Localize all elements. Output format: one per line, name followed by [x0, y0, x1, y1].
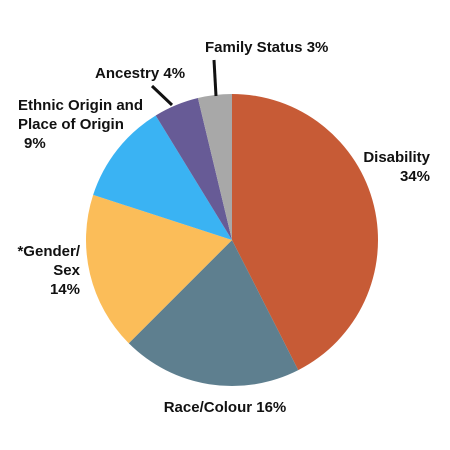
slice-label-ethnic-origin-and-place-of-origin: Ethnic Origin and Place of Origin 9% — [18, 97, 143, 152]
slice-label-line: 34% — [400, 168, 430, 185]
pie-slice-ancestry — [155, 98, 232, 240]
slice-label-line: 14% — [50, 281, 80, 298]
slice-labels: Disability 34% Race/Colour 16% *Gender/Sex 1… — [17, 39, 430, 416]
pie-slices — [86, 94, 379, 387]
slice-label-race-colour: Race/Colour 16% — [164, 399, 287, 416]
slice-label-line: 9% — [24, 135, 46, 152]
pie-slice-family-status — [197, 94, 232, 240]
slice-label-line: Disability — [363, 149, 430, 166]
slice-label-gender-sex: *Gender/Sex 14% — [17, 243, 80, 298]
slice-label-ancestry: Ancestry 4% — [95, 65, 185, 82]
slice-label-line: *Gender/ — [17, 243, 80, 260]
slice-label-line: Ethnic Origin and — [18, 97, 143, 114]
pie-slice-race-colour — [128, 240, 299, 387]
leader-line-ancestry — [150, 84, 174, 107]
pie-slice-ethnic-origin-and-place-of-origin — [93, 115, 233, 240]
slice-label-family-status: Family Status 3% — [205, 39, 328, 56]
slice-label-line: Race/Colour 16% — [164, 399, 287, 416]
leader-line-family-status — [212, 59, 218, 97]
slice-label-disability: Disability 34% — [363, 149, 430, 185]
pie-slice-disability — [232, 94, 379, 371]
slice-label-line: Family Status 3% — [205, 39, 328, 56]
slice-label-line: Ancestry 4% — [95, 65, 185, 82]
slice-label-line: Place of Origin — [18, 116, 124, 133]
pie-slice-gender-sex — [86, 194, 232, 344]
leader-lines — [150, 59, 218, 107]
slice-label-line: Sex — [53, 262, 80, 279]
